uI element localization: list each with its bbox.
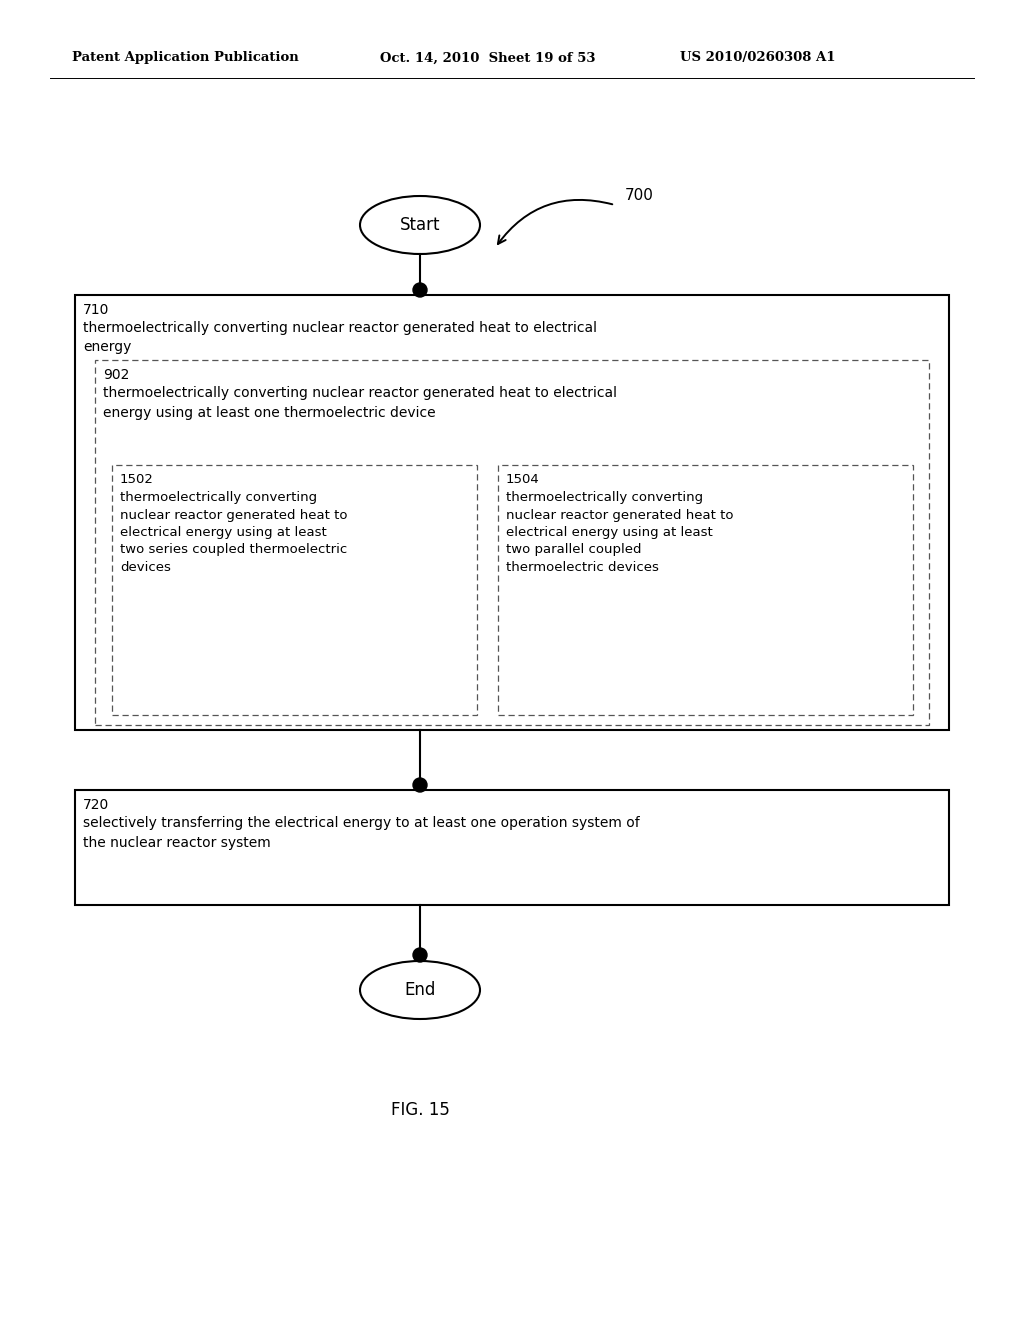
Text: 710: 710 — [83, 304, 110, 317]
Text: thermoelectrically converting
nuclear reactor generated heat to
electrical energ: thermoelectrically converting nuclear re… — [120, 491, 347, 574]
FancyArrowPatch shape — [498, 199, 612, 244]
Text: 1502: 1502 — [120, 473, 154, 486]
Circle shape — [413, 948, 427, 962]
Text: thermoelectrically converting
nuclear reactor generated heat to
electrical energ: thermoelectrically converting nuclear re… — [506, 491, 733, 574]
Bar — [498, 465, 913, 715]
Text: 720: 720 — [83, 799, 110, 812]
Text: selectively transferring the electrical energy to at least one operation system : selectively transferring the electrical … — [83, 816, 640, 850]
Circle shape — [413, 777, 427, 792]
Text: Oct. 14, 2010  Sheet 19 of 53: Oct. 14, 2010 Sheet 19 of 53 — [380, 51, 596, 65]
Text: thermoelectrically converting nuclear reactor generated heat to electrical
energ: thermoelectrically converting nuclear re… — [83, 321, 597, 355]
Text: Patent Application Publication: Patent Application Publication — [72, 51, 299, 65]
Bar — [112, 465, 477, 715]
Text: 902: 902 — [103, 368, 129, 381]
Text: 700: 700 — [625, 187, 654, 202]
Text: US 2010/0260308 A1: US 2010/0260308 A1 — [680, 51, 836, 65]
Text: Start: Start — [399, 216, 440, 234]
Bar — [95, 360, 929, 725]
Text: FIG. 15: FIG. 15 — [390, 1101, 450, 1119]
Bar — [75, 789, 949, 906]
Bar — [75, 294, 949, 730]
Text: End: End — [404, 981, 435, 999]
Text: thermoelectrically converting nuclear reactor generated heat to electrical
energ: thermoelectrically converting nuclear re… — [103, 385, 617, 420]
Circle shape — [413, 282, 427, 297]
Text: 1504: 1504 — [506, 473, 540, 486]
